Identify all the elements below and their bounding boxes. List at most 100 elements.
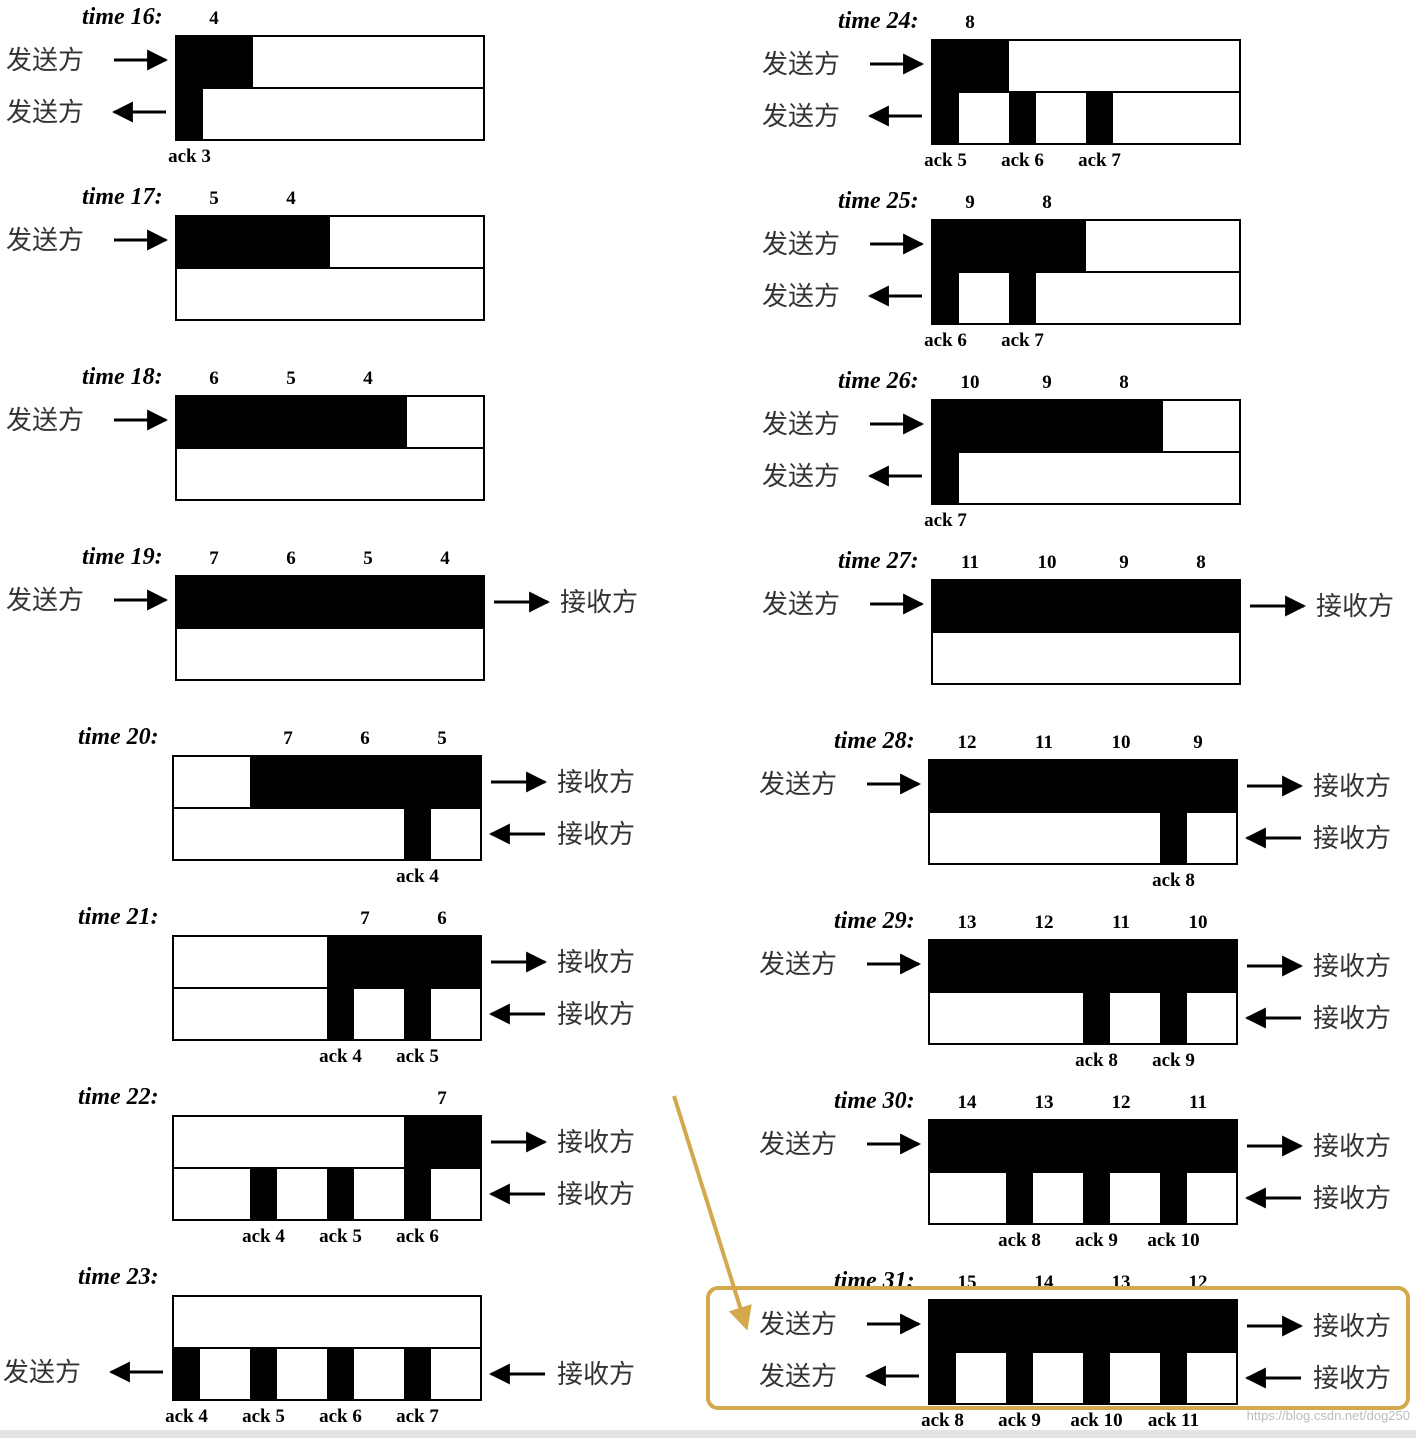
ack-channel — [931, 631, 1241, 685]
ack-channel — [175, 267, 485, 321]
seq-number: 13 — [1035, 1092, 1054, 1113]
ack-block — [1160, 812, 1187, 864]
ack-channel — [175, 447, 485, 501]
time-label: time 19: — [82, 544, 163, 570]
time-label: time 17: — [82, 184, 163, 210]
time-label: time 26: — [838, 368, 919, 394]
seq-number: 5 — [363, 548, 373, 569]
ack-label: ack 5 — [924, 150, 967, 171]
sender-label: 发送方 — [6, 226, 84, 256]
sender-label: 发送方 — [762, 462, 840, 492]
ack-block — [1083, 992, 1110, 1044]
ack-channel — [175, 627, 485, 681]
ack-block — [404, 808, 431, 860]
ack-block — [1160, 992, 1187, 1044]
data-segments-bar — [929, 940, 1237, 992]
seq-number: 10 — [961, 372, 980, 393]
seq-number: 4 — [286, 188, 296, 209]
data-segments-bar — [929, 1120, 1237, 1172]
ack-block — [1086, 92, 1113, 144]
data-segments-bar — [932, 220, 1086, 272]
sender-label: 发送方 — [6, 46, 84, 76]
ack-block — [1083, 1172, 1110, 1224]
ack-label: ack 4 — [396, 866, 439, 887]
seq-number: 7 — [437, 1088, 447, 1109]
ack-label: ack 4 — [165, 1406, 208, 1427]
ack-label: ack 11 — [1148, 1410, 1199, 1431]
seq-number: 6 — [286, 548, 296, 569]
seq-number: 10 — [1112, 732, 1131, 753]
data-segments-bar — [929, 1300, 1237, 1352]
seq-number: 9 — [1193, 732, 1203, 753]
receiver-label: 接收方 — [557, 1180, 635, 1210]
ack-label: ack 9 — [1075, 1230, 1118, 1251]
data-segments-bar — [929, 760, 1237, 812]
data-segments-bar — [404, 1116, 481, 1168]
panel-18: time 18: 6 5 4 发送方 — [6, 364, 485, 501]
time-label: time 18: — [82, 364, 163, 390]
receiver-label: 接收方 — [557, 948, 635, 978]
ack-block — [404, 1168, 431, 1220]
seq-number: 12 — [1035, 912, 1054, 933]
data-segments-bar — [932, 580, 1240, 632]
receiver-label: 接收方 — [1316, 592, 1394, 622]
ack-label: ack 8 — [998, 1230, 1041, 1251]
seq-number: 6 — [209, 368, 219, 389]
time-label: time 30: — [834, 1088, 915, 1114]
ack-block — [250, 1168, 277, 1220]
ack-label: ack 5 — [396, 1046, 439, 1067]
ack-block — [932, 272, 959, 324]
receiver-label: 接收方 — [557, 1128, 635, 1158]
ack-block — [327, 988, 354, 1040]
ack-block — [1160, 1352, 1187, 1404]
seq-number: 8 — [1042, 192, 1052, 213]
receiver-label: 接收方 — [1313, 1004, 1391, 1034]
ack-label: ack 7 — [1078, 150, 1121, 171]
ack-label: ack 10 — [1147, 1230, 1199, 1251]
data-segments-bar — [327, 936, 481, 988]
panel-23: time 23: ack 4 ack 5 ack 6 ack 7 发送方 接收方 — [3, 1264, 635, 1427]
sender-label: 发送方 — [6, 98, 84, 128]
time-label: time 21: — [78, 904, 159, 930]
sender-label: 发送方 — [762, 282, 840, 312]
highlight-overlay — [672, 1095, 1410, 1410]
seq-number: 5 — [209, 188, 219, 209]
seq-number: 12 — [958, 732, 977, 753]
ack-block — [1160, 1172, 1187, 1224]
time-label: time 22: — [78, 1084, 159, 1110]
ack-block — [173, 1348, 200, 1400]
sender-label: 发送方 — [6, 586, 84, 616]
time-label: time 24: — [838, 8, 919, 34]
seq-number: 12 — [1112, 1092, 1131, 1113]
ack-channel — [175, 87, 485, 141]
ack-label: ack 6 — [924, 330, 967, 351]
ack-block — [327, 1168, 354, 1220]
seq-number: 10 — [1038, 552, 1057, 573]
ack-block — [1009, 92, 1036, 144]
data-segments-bar — [176, 576, 484, 628]
ack-block — [1083, 1352, 1110, 1404]
receiver-label: 接收方 — [560, 588, 638, 618]
seq-number: 8 — [1196, 552, 1206, 573]
ack-label: ack 6 — [396, 1226, 439, 1247]
time-label: time 16: — [82, 4, 163, 30]
seq-number: 11 — [1112, 912, 1130, 933]
highlight-frame — [706, 1286, 1410, 1410]
ack-label: ack 9 — [1152, 1050, 1195, 1071]
watermark: https://blog.csdn.net/dog250 — [1246, 1408, 1410, 1423]
ack-label: ack 5 — [242, 1406, 285, 1427]
sender-label: 发送方 — [759, 950, 837, 980]
seq-number: 4 — [363, 368, 373, 389]
data-segments-bar — [176, 216, 330, 268]
ack-block — [250, 1348, 277, 1400]
ack-block — [404, 988, 431, 1040]
ack-block — [1006, 1352, 1033, 1404]
seq-number: 6 — [437, 908, 447, 929]
data-segments-bar — [250, 756, 481, 808]
ack-block — [404, 1348, 431, 1400]
